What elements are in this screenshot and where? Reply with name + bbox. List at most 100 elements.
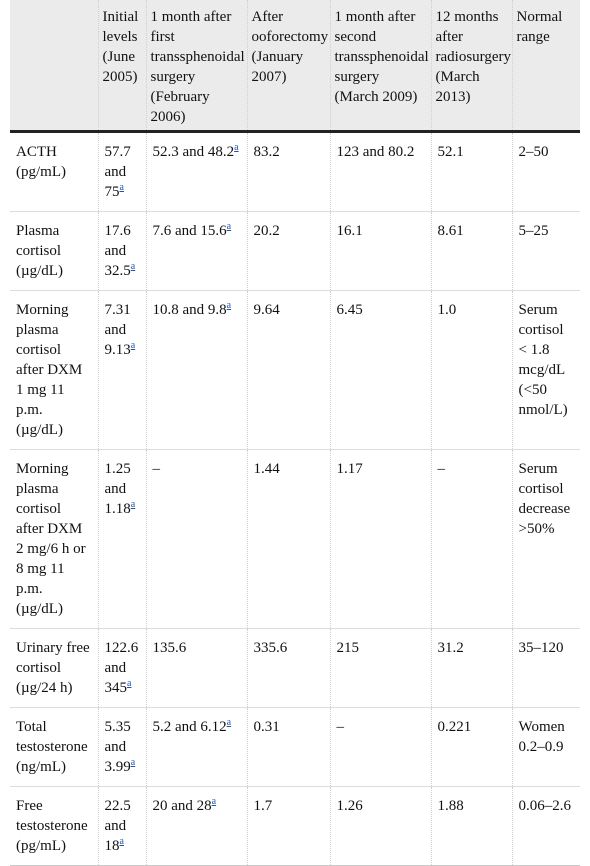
footnote-link[interactable]: a: [211, 796, 217, 807]
cell-value: 0.06–2.6: [518, 798, 572, 814]
cell-normal-range: Serum cortisol decrease >50%: [511, 449, 580, 629]
table-row: Urinary free cortisol (µg/24 h) 122.6 and…: [10, 628, 580, 708]
cell-ooforectomy: 1.7: [246, 786, 330, 866]
footnote-link[interactable]: a: [130, 340, 136, 351]
cell-value: 5.2 and 6.12: [152, 719, 227, 735]
footnote-marker: a: [127, 678, 131, 689]
footnote-link[interactable]: a: [234, 142, 239, 153]
table-row: Total testosterone (ng/mL) 5.35 and 3.99a…: [10, 707, 580, 787]
cell-initial: 57.7 and 75a: [97, 131, 146, 212]
cell-normal-range: Women 0.2–0.9: [511, 707, 580, 787]
footnote-link[interactable]: a: [130, 261, 136, 272]
cell-radiosurgery: 1.0: [430, 290, 512, 450]
cell-value: 123 and 80.2: [336, 144, 415, 160]
header-row: Initial levels (June 2005) 1 month after…: [10, 0, 580, 133]
cell-value: 1.17: [336, 461, 363, 477]
footnote-link[interactable]: a: [127, 678, 132, 689]
footnote-marker: a: [227, 717, 231, 728]
cell-first-surgery: 135.6: [145, 628, 247, 708]
cell-second-surgery: 215: [329, 628, 431, 708]
footnote-marker: a: [227, 221, 231, 232]
footnote-marker: a: [120, 182, 124, 193]
cell-value: 22.5 and 18: [104, 798, 131, 854]
header-cell-first-surgery: 1 month after first transsphenoidal surg…: [145, 0, 247, 133]
cell-value: 35–120: [518, 640, 564, 656]
cell-value: 0.31: [253, 719, 280, 735]
cell-value: 16.1: [336, 223, 363, 239]
cell-initial: 22.5 and 18a: [97, 786, 146, 866]
cell-value: 0.221: [437, 719, 472, 735]
footnote-link[interactable]: a: [226, 717, 232, 728]
table-row: Morning plasma cortisol after DXM 2 mg/6…: [10, 449, 580, 629]
cell-first-surgery: 7.6 and 15.6a: [145, 211, 247, 291]
footnote-marker: a: [234, 142, 238, 153]
header-cell-ooforectomy: After ooforectomy (January 2007): [246, 0, 330, 133]
hormone-levels-table: Initial levels (June 2005) 1 month after…: [10, 0, 580, 866]
cell-normal-range: 0.06–2.6: [511, 786, 580, 866]
cell-second-surgery: 16.1: [329, 211, 431, 291]
header-cell-radiosurgery: 12 months after radiosurgery (March 2013…: [430, 0, 512, 133]
cell-radiosurgery: 52.1: [430, 131, 512, 212]
cell-value: 17.6 and 32.5: [104, 223, 131, 279]
cell-first-surgery: 52.3 and 48.2a: [145, 131, 247, 212]
table-row: Morning plasma cortisol after DXM 1 mg 1…: [10, 290, 580, 450]
table-row: ACTH (pg/mL) 57.7 and 75a 52.3 and 48.2a 83…: [10, 131, 580, 212]
footnote-marker: a: [120, 836, 124, 847]
cell-ooforectomy: 83.2: [246, 131, 330, 212]
cell-ooforectomy: 0.31: [246, 707, 330, 787]
row-label: Free testosterone (pg/mL): [10, 786, 98, 866]
footnote-link[interactable]: a: [130, 757, 136, 768]
cell-value: Serum cortisol decrease >50%: [518, 461, 571, 537]
footnote-link[interactable]: a: [119, 182, 124, 193]
document-page: Initial levels (June 2005) 1 month after…: [10, 0, 580, 866]
cell-value: 1.26: [336, 798, 363, 814]
table-header: Initial levels (June 2005) 1 month after…: [10, 0, 580, 133]
cell-value: 6.45: [336, 302, 363, 318]
cell-radiosurgery: 8.61: [430, 211, 512, 291]
cell-value: 135.6: [152, 640, 187, 656]
row-label: Urinary free cortisol (µg/24 h): [10, 628, 98, 708]
footnote-link[interactable]: a: [130, 499, 136, 510]
header-cell-second-surgery: 1 month after second transsphenoidal sur…: [329, 0, 431, 133]
cell-initial: 17.6 and 32.5a: [97, 211, 146, 291]
cell-first-surgery: 10.8 and 9.8a: [145, 290, 247, 450]
cell-initial: 122.6 and 345a: [97, 628, 146, 708]
cell-value: 1.88: [437, 798, 464, 814]
cell-value: 7.31 and 9.13: [104, 302, 131, 358]
cell-value: 31.2: [437, 640, 464, 656]
footnote-marker: a: [131, 499, 135, 510]
cell-second-surgery: 123 and 80.2: [329, 131, 431, 212]
cell-value: 83.2: [253, 144, 280, 160]
row-label: Morning plasma cortisol after DXM 2 mg/6…: [10, 449, 98, 629]
cell-radiosurgery: 1.88: [430, 786, 512, 866]
cell-normal-range: 35–120: [511, 628, 580, 708]
cell-value: 2–50: [518, 144, 549, 160]
row-label: Total testosterone (ng/mL): [10, 707, 98, 787]
cell-radiosurgery: 31.2: [430, 628, 512, 708]
header-cell-initial: Initial levels (June 2005): [97, 0, 146, 133]
cell-value: 1.0: [437, 302, 457, 318]
header-cell-parameter: [10, 0, 98, 133]
cell-ooforectomy: 20.2: [246, 211, 330, 291]
cell-value: 10.8 and 9.8: [152, 302, 227, 318]
cell-first-surgery: 20 and 28a: [145, 786, 247, 866]
cell-value: 9.64: [253, 302, 280, 318]
cell-second-surgery: 1.26: [329, 786, 431, 866]
footnote-link[interactable]: a: [226, 221, 232, 232]
cell-value: 5.35 and 3.99: [104, 719, 131, 775]
cell-value: 52.1: [437, 144, 464, 160]
cell-ooforectomy: 9.64: [246, 290, 330, 450]
cell-value: 215: [336, 640, 360, 656]
cell-value: –: [336, 719, 345, 735]
cell-value: 20.2: [253, 223, 280, 239]
cell-ooforectomy: 335.6: [246, 628, 330, 708]
footnote-link[interactable]: a: [119, 836, 124, 847]
cell-initial: 5.35 and 3.99a: [97, 707, 146, 787]
cell-second-surgery: 1.17: [329, 449, 431, 629]
cell-value: 1.44: [253, 461, 280, 477]
footnote-marker: a: [212, 796, 216, 807]
cell-value: 7.6 and 15.6: [152, 223, 227, 239]
cell-initial: 1.25 and 1.18a: [97, 449, 146, 629]
footnote-link[interactable]: a: [226, 300, 232, 311]
cell-first-surgery: –: [145, 449, 247, 629]
